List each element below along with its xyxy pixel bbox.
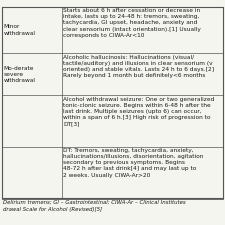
Bar — [2, 7, 223, 53]
Bar — [2, 147, 223, 198]
Text: Starts about 6 h after cessation or decrease in
intake, lasts up to 24-48 h: tre: Starts about 6 h after cessation or decr… — [63, 8, 201, 38]
Bar — [2, 95, 223, 147]
Text: Minor
withdrawal: Minor withdrawal — [4, 25, 36, 36]
Text: Delirium tremens; GI – Gastrointestinal; CIWA-Ar – Clinical Institutes
drawal Sc: Delirium tremens; GI – Gastrointestinal;… — [3, 200, 186, 212]
Text: Alcoholic hallucinosis: Hallucinations (visual/
tactile/auditory) and illusions : Alcoholic hallucinosis: Hallucinations (… — [63, 55, 214, 78]
Bar — [2, 53, 223, 95]
Text: Alcohol withdrawal seizure: One or two generalized
tonic-clonic seizure. Begins : Alcohol withdrawal seizure: One or two g… — [63, 97, 215, 126]
Text: Mo-derate
severe
withdrawal: Mo-derate severe withdrawal — [4, 66, 36, 83]
Text: DT: Tremors, sweating, tachycardia, anxiety,
hallucinations/illusions, disorient: DT: Tremors, sweating, tachycardia, anxi… — [63, 148, 204, 178]
